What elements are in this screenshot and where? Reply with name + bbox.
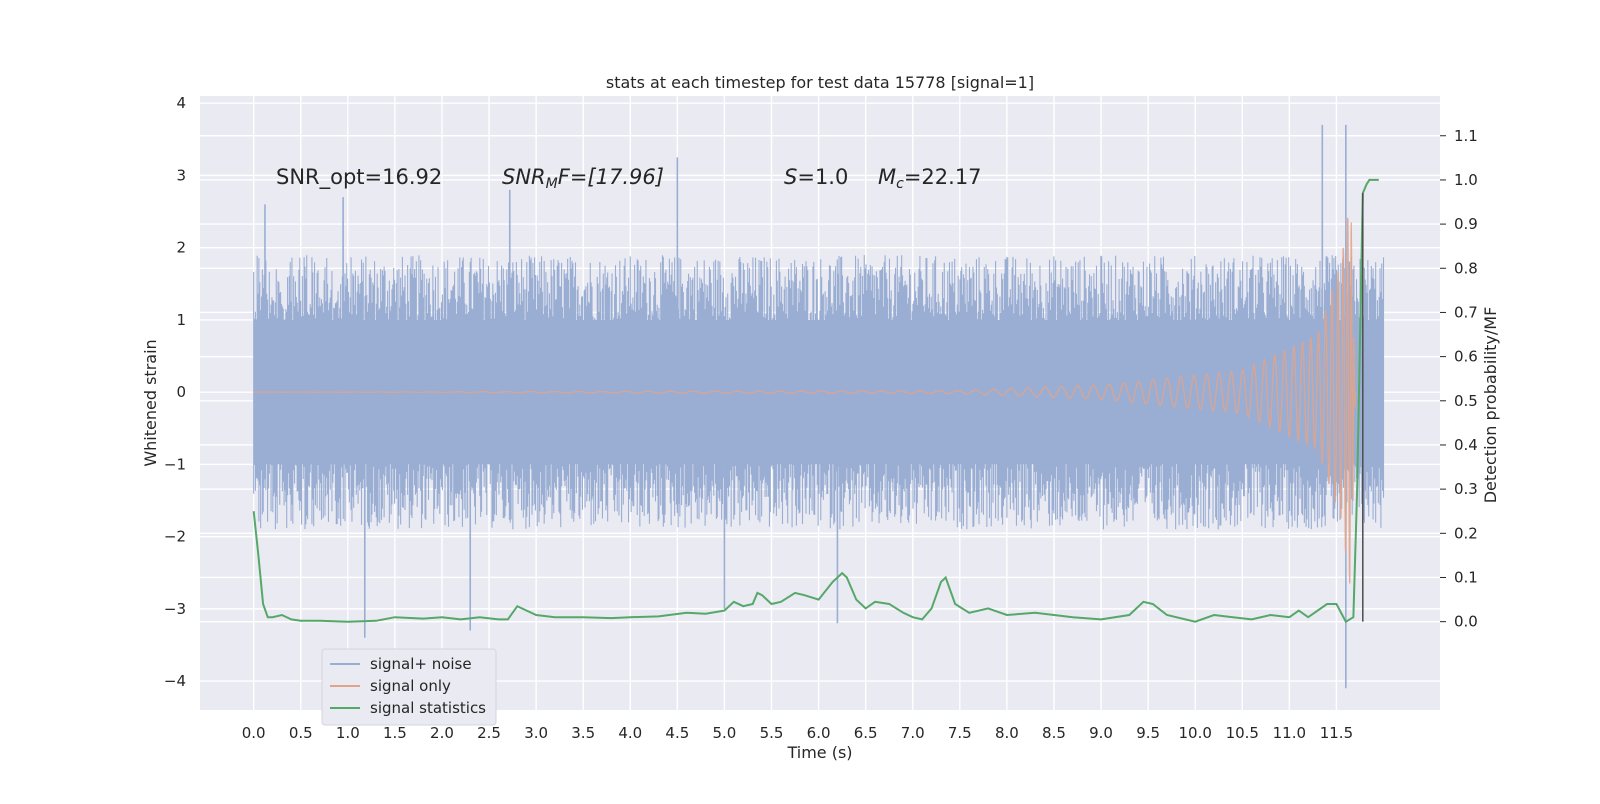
- annotation-snr-opt: SNR_opt=16.92: [276, 165, 442, 190]
- annotation-snr-mf-main: SNR: [502, 165, 546, 189]
- y-right-tick-label: 0.5: [1454, 392, 1478, 410]
- x-tick-label: 1.0: [336, 724, 360, 742]
- x-tick-labels: 0.0 0.5 1.0 1.5 2.0 2.5 3.0 3.5 4.0 4.5 5.0 5.5 6.0 6…: [242, 724, 1353, 742]
- x-tick-label: 11.0: [1273, 724, 1306, 742]
- y-left-tick-label: −4: [164, 672, 186, 690]
- x-tick-label: 9.5: [1136, 724, 1160, 742]
- y-left-tick-label: 2: [176, 239, 186, 257]
- x-tick-label: 10.0: [1178, 724, 1211, 742]
- y-left-tick-labels: −4 −3 −2 −1 0 1 2 3 4: [164, 94, 186, 690]
- annotation-mc-sub: c: [896, 176, 904, 192]
- x-tick-label: 10.5: [1226, 724, 1259, 742]
- y-right-tick-label: 1.1: [1454, 127, 1478, 145]
- x-tick-label: 2.5: [477, 724, 501, 742]
- x-tick-label: 6.5: [854, 724, 878, 742]
- y-right-tick-labels: 0.0 0.1 0.2 0.3 0.4 0.5 0.6 0.7 0.8 0.9 1.0 1.1: [1440, 127, 1478, 631]
- signal-statistics-trace: [252, 178, 1379, 624]
- y-right-tick-label: 0.1: [1454, 568, 1478, 586]
- x-tick-label: 6.0: [807, 724, 831, 742]
- noise-peaks: [264, 124, 1347, 689]
- x-axis-label: Time (s): [786, 743, 852, 762]
- x-tick-label: 3.5: [571, 724, 595, 742]
- x-tick-label: 4.0: [618, 724, 642, 742]
- y-left-tick-label: −3: [164, 600, 186, 618]
- x-tick-label: 7.5: [948, 724, 972, 742]
- y-right-tick-label: 0.0: [1454, 613, 1478, 631]
- x-tick-label: 7.0: [901, 724, 925, 742]
- x-tick-label: 0.5: [289, 724, 313, 742]
- y-right-tick-label: 0.9: [1454, 215, 1478, 233]
- legend-label-signal-noise: signal+ noise: [370, 655, 472, 673]
- x-tick-label: 0.0: [242, 724, 266, 742]
- legend-label-signal-only: signal only: [370, 677, 451, 695]
- annotation-s-rest: =1.0: [797, 165, 848, 189]
- y-right-tick-label: 1.0: [1454, 171, 1478, 189]
- x-tick-label: 4.5: [665, 724, 689, 742]
- annotation-s-main: S: [784, 165, 797, 189]
- annotation-snr-mf-rest: F=[17.96]: [558, 165, 664, 189]
- y-left-tick-label: 0: [176, 383, 186, 401]
- y-left-tick-label: 1: [176, 311, 186, 329]
- x-tick-label: 8.5: [1042, 724, 1066, 742]
- y-right-tick-label: 0.6: [1454, 348, 1478, 366]
- chart-title: stats at each timestep for test data 157…: [606, 73, 1034, 92]
- x-tick-label: 9.0: [1089, 724, 1113, 742]
- y-right-tick-label: 0.4: [1454, 436, 1478, 454]
- legend-box: [321, 648, 497, 726]
- x-tick-label: 5.5: [760, 724, 784, 742]
- y-axis-label-left: Whitened strain: [141, 339, 160, 466]
- y-right-tick-label: 0.7: [1454, 303, 1478, 321]
- x-tick-label: 1.5: [383, 724, 407, 742]
- y-left-tick-label: 4: [176, 94, 186, 112]
- y-right-tick-label: 0.3: [1454, 480, 1478, 498]
- x-tick-label: 2.0: [430, 724, 454, 742]
- y-right-tick-label: 0.8: [1454, 259, 1478, 277]
- y-left-tick-label: −2: [164, 528, 186, 546]
- annotation-snr-mf-sub: M: [546, 176, 558, 192]
- series-signal-only: [253, 217, 1356, 584]
- annotation-mc: Mc=22.17: [878, 165, 982, 192]
- legend-label-signal-statistics: signal statistics: [370, 699, 486, 717]
- y-left-tick-label: 3: [176, 166, 186, 184]
- series-signal-statistics: [252, 178, 1379, 624]
- x-tick-label: 5.0: [713, 724, 737, 742]
- y-left-tick-label: −1: [164, 455, 186, 473]
- y-right-tick-label: 0.2: [1454, 524, 1478, 542]
- signal-only-trace: [253, 217, 1356, 584]
- x-tick-label: 3.0: [524, 724, 548, 742]
- x-tick-label: 11.5: [1320, 724, 1353, 742]
- legend: signal+ noise signal only signal statist…: [321, 648, 497, 726]
- annotation-mc-rest: =22.17: [904, 165, 982, 189]
- annotation-snr-mf: SNRMF=[17.96]: [502, 165, 664, 192]
- annotation-mc-main: M: [878, 165, 896, 189]
- annotation-s: S=1.0: [784, 165, 848, 189]
- y-axis-label-right: Detection probability/MF: [1481, 307, 1500, 504]
- x-tick-label: 8.0: [995, 724, 1019, 742]
